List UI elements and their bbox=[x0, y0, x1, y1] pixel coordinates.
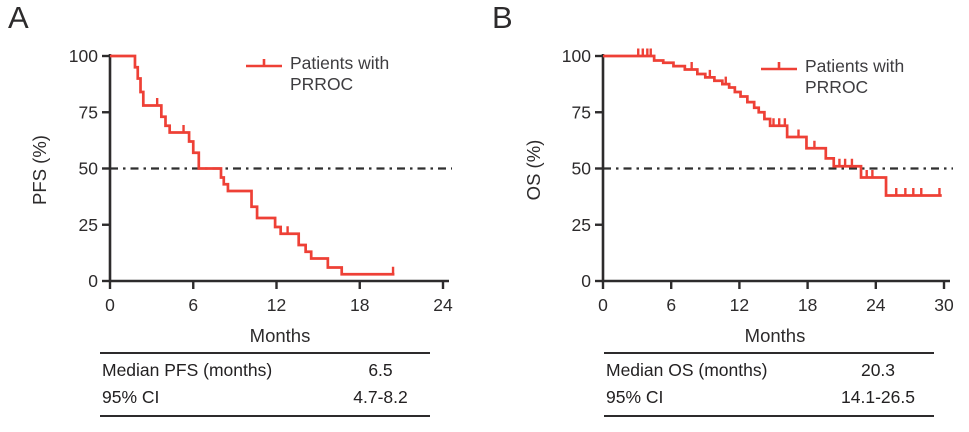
legend-pfs: Patients with PRROC bbox=[245, 53, 402, 95]
y-tick-label: 0 bbox=[581, 271, 591, 291]
legend-os: Patients with PRROC bbox=[760, 56, 917, 98]
y-tick-label: 50 bbox=[572, 159, 592, 179]
y-tick-label: 50 bbox=[79, 159, 99, 179]
stats-row: 95% CI 14.1-26.5 bbox=[606, 384, 932, 411]
stats-row: Median PFS (months) 6.5 bbox=[102, 357, 428, 384]
y-tick-label: 75 bbox=[572, 102, 591, 122]
stat-label: 95% CI bbox=[606, 387, 664, 407]
os-km-curve bbox=[603, 54, 942, 197]
panel-b-label: B bbox=[492, 0, 514, 35]
x-tick-label: 0 bbox=[105, 295, 115, 315]
x-tick-label: 24 bbox=[866, 295, 886, 315]
y-tick-label: 0 bbox=[88, 271, 98, 291]
x-axis-title-pfs: Months bbox=[249, 325, 311, 346]
x-axis-title-os: Months bbox=[744, 325, 806, 346]
km-line-censor-icon bbox=[246, 59, 282, 68]
x-tick-label: 6 bbox=[666, 295, 676, 315]
x-tick-label: 30 bbox=[934, 295, 954, 315]
pfs-km-curve bbox=[110, 54, 395, 276]
x-tick-label: 18 bbox=[798, 295, 817, 315]
legend-label-pfs: Patients with PRROC bbox=[290, 53, 390, 94]
km-charts-svg: 0 25 50 75 100 0 6 12 18 24 0 25 50 75 100 0 6 12 18 24 30 bbox=[69, 46, 954, 315]
stats-row: 95% CI 4.7-8.2 bbox=[102, 384, 428, 411]
stats-table-os: Median OS (months) 20.3 95% CI 14.1-26.5 bbox=[604, 352, 934, 417]
y-tick-label: 25 bbox=[79, 215, 98, 235]
x-tick-label: 6 bbox=[188, 295, 198, 315]
legend-label-os: Patients with PRROC bbox=[805, 56, 905, 97]
y-tick-label: 100 bbox=[69, 46, 98, 66]
stat-value: 4.7-8.2 bbox=[353, 387, 408, 407]
x-tick-label: 12 bbox=[730, 295, 749, 315]
x-tick-label: 12 bbox=[267, 295, 286, 315]
km-line-censor-icon bbox=[761, 62, 797, 71]
x-tick-label: 0 bbox=[598, 295, 608, 315]
y-tick-label: 25 bbox=[572, 215, 591, 235]
y-tick-label: 75 bbox=[79, 102, 98, 122]
panel-a-label: A bbox=[8, 0, 30, 35]
y-axis-title-os: OS (%) bbox=[523, 139, 544, 201]
x-tick-label: 24 bbox=[433, 295, 453, 315]
stats-row: Median OS (months) 20.3 bbox=[606, 357, 932, 384]
stat-label: Median PFS (months) bbox=[102, 360, 273, 380]
y-axis-title-pfs: PFS (%) bbox=[29, 135, 50, 205]
stat-label: Median OS (months) bbox=[606, 360, 768, 380]
stat-value: 14.1-26.5 bbox=[841, 387, 915, 407]
stats-table-pfs: Median PFS (months) 6.5 95% CI 4.7-8.2 bbox=[100, 352, 430, 417]
stat-value: 6.5 bbox=[368, 360, 393, 380]
y-tick-label: 100 bbox=[562, 46, 591, 66]
stat-label: 95% CI bbox=[102, 387, 160, 407]
stat-value: 20.3 bbox=[860, 360, 896, 380]
x-tick-label: 18 bbox=[350, 295, 369, 315]
